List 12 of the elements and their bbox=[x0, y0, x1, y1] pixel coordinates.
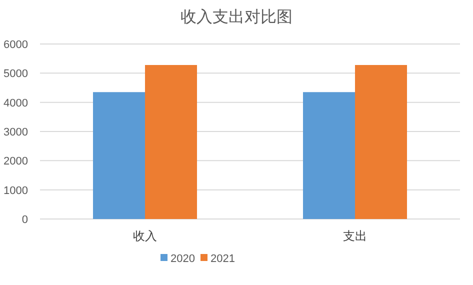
y-tick-label: 6000 bbox=[4, 39, 28, 51]
y-tick-label: 4000 bbox=[4, 97, 28, 110]
y-tick-label: 2000 bbox=[4, 156, 28, 168]
y-tick-label: 0 bbox=[22, 214, 28, 226]
legend-label: 2021 bbox=[210, 253, 235, 265]
y-tick-label: 1000 bbox=[4, 184, 28, 197]
y-tick-label: 3000 bbox=[4, 126, 28, 138]
x-tick-label: 支出 bbox=[343, 229, 367, 243]
legend-label: 2020 bbox=[170, 253, 195, 265]
x-tick-label: 收入 bbox=[133, 229, 157, 243]
chart-title: 收入支出对比图 bbox=[180, 8, 292, 26]
y-tick-label: 5000 bbox=[4, 68, 28, 80]
